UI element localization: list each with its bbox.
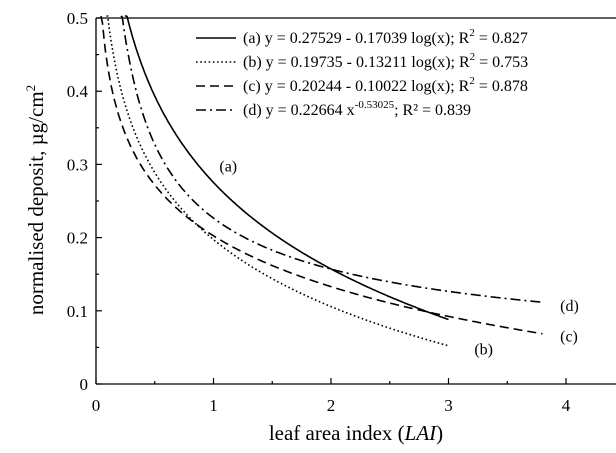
legend-superscript: 2: [469, 75, 475, 87]
y-tick-label: 0.2: [67, 229, 88, 248]
y-tick-label: 0.5: [67, 9, 88, 28]
y-tick-label: 0.4: [67, 82, 89, 101]
x-axis-title-italic: LAI: [404, 421, 438, 445]
curve-label: (b): [474, 342, 493, 359]
x-ticks: 0 1 2 3 4: [92, 378, 571, 415]
series-line-d: [120, 15, 543, 304]
legend-r2: = 0.753: [475, 54, 528, 71]
legend-superscript: -0.53025: [355, 99, 395, 111]
legend-equation: (c) y = 0.20244 - 0.10022 log(x); R: [243, 78, 470, 95]
y-ticks: 0 0.1 0.2 0.3 0.4 0.5: [67, 9, 102, 394]
legend-r2: ; R² = 0.839: [394, 102, 471, 119]
curve-labels: (a) (b) (c) (d): [219, 159, 578, 359]
curve-label: (c): [560, 329, 578, 346]
legend: (a) y = 0.27529 - 0.17039 log(x); R2 = 0…: [196, 27, 528, 119]
x-tick-label: 4: [562, 396, 571, 415]
legend-entry: (b) y = 0.19735 - 0.13211 log(x); R2 = 0…: [243, 51, 528, 71]
y-axis-title: normalised deposit, µg/cm2: [23, 85, 48, 315]
series-line-a: [124, 15, 449, 321]
x-tick-label: 0: [92, 396, 101, 415]
legend-entry: (a) y = 0.27529 - 0.17039 log(x); R2 = 0…: [243, 27, 528, 47]
x-axis-title: leaf area index (LAI): [269, 421, 443, 445]
curve-label: (a): [219, 159, 237, 176]
x-axis-title-part-2: ): [436, 421, 443, 445]
series-lines: [100, 15, 543, 347]
legend-entry: (c) y = 0.20244 - 0.10022 log(x); R2 = 0…: [243, 75, 528, 95]
legend-equation: (a) y = 0.27529 - 0.17039 log(x); R: [243, 30, 470, 47]
legend-r2: = 0.827: [475, 30, 528, 47]
legend-equation: (d) y = 0.22664 x: [243, 102, 355, 119]
x-axis-title-part-1: leaf area index (: [269, 421, 405, 445]
curve-label: (d): [560, 298, 579, 315]
y-tick-label: 0: [80, 375, 89, 394]
legend-entry: (d) y = 0.22664 x-0.53025; R² = 0.839: [243, 99, 471, 119]
series-line-b: [106, 15, 449, 347]
y-tick-label: 0.1: [67, 302, 88, 321]
y-tick-label: 0.3: [67, 155, 88, 174]
legend-r2: = 0.878: [475, 78, 528, 95]
x-tick-label: 3: [444, 396, 453, 415]
y-axis-title-main: normalised deposit, µg/cm: [24, 91, 48, 315]
x-tick-label: 2: [327, 396, 336, 415]
legend-superscript: 2: [469, 27, 475, 39]
plot-area: 0 1 2 3 4 0 0.1 0.2 0.3 0.4 0.5 (a) (b) (c) (d): [67, 9, 616, 415]
legend-superscript: 2: [470, 51, 476, 63]
x-tick-label: 1: [209, 396, 218, 415]
legend-equation: (b) y = 0.19735 - 0.13211 log(x); R: [243, 54, 470, 71]
y-axis-title-sup: 2: [23, 85, 38, 92]
